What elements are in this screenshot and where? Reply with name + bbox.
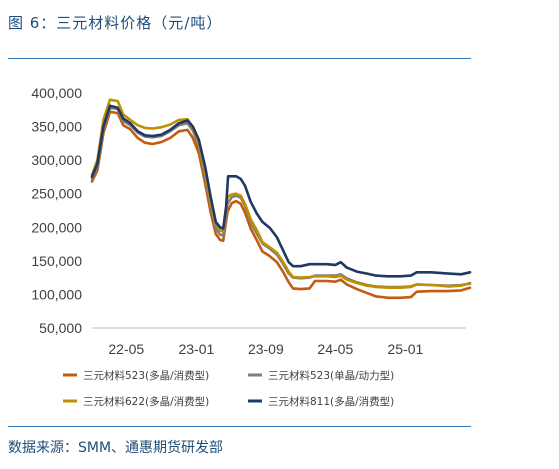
- y-tick-label: 150,000: [31, 253, 82, 269]
- series-line-1: [90, 110, 472, 300]
- x-tick-label: 22-05: [108, 341, 144, 357]
- y-tick-label: 300,000: [31, 152, 82, 168]
- y-tick-label: 100,000: [31, 286, 82, 302]
- legend: 三元材料523(多晶/消费型) 三元材料523(单晶/动力型) 三元材料622(多晶…: [63, 369, 394, 408]
- y-tick-label: 250,000: [31, 186, 82, 202]
- legend-label: 三元材料523(单晶/动力型): [268, 369, 394, 382]
- y-tick-label: 200,000: [31, 219, 82, 235]
- series-lines: [90, 98, 472, 300]
- y-tick-label: 400,000: [31, 85, 82, 101]
- y-tick-label: 350,000: [31, 119, 82, 135]
- series-line-4: [90, 104, 472, 278]
- y-axis: 50,000 100,000 150,000 200,000 250,000 300,00…: [31, 85, 82, 336]
- source-divider: [8, 426, 471, 427]
- x-tick-label: 24-05: [317, 341, 353, 357]
- legend-label: 三元材料523(多晶/消费型): [83, 369, 209, 382]
- source-note: 数据来源：SMM、通惠期货研发部: [8, 440, 224, 456]
- figure-title: 图 6：三元材料价格（元/吨）: [8, 14, 223, 32]
- series-line-3: [90, 98, 472, 289]
- x-tick-label: 25-01: [387, 341, 423, 357]
- x-tick-label: 23-09: [248, 341, 284, 357]
- y-tick-label: 50,000: [39, 320, 82, 336]
- x-tick-label: 23-01: [178, 341, 214, 357]
- title-divider: [8, 58, 471, 59]
- legend-label: 三元材料622(多晶/消费型): [83, 395, 209, 408]
- legend-label: 三元材料811(多晶/消费型): [268, 395, 394, 408]
- x-axis: 22-05 23-01 23-09 24-05 25-01: [108, 341, 423, 357]
